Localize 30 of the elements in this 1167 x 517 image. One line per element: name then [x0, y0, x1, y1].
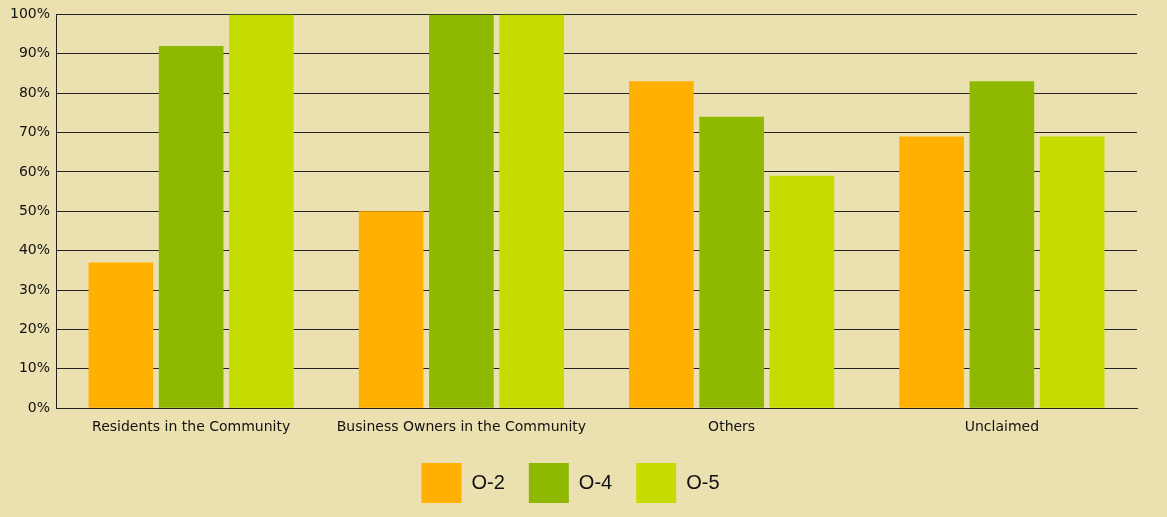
bar — [899, 136, 964, 408]
y-tick-label: 10% — [18, 359, 51, 376]
bar — [1039, 136, 1105, 408]
bar — [629, 81, 694, 408]
y-tick-label: 0% — [27, 398, 51, 415]
legend-label: O-4 — [578, 470, 613, 493]
y-tick-label: 40% — [18, 241, 51, 258]
bar — [158, 45, 224, 408]
x-tick-label: Residents in the Community — [92, 418, 291, 435]
legend-label: O-2 — [471, 470, 505, 493]
y-tick-label: 20% — [18, 320, 51, 337]
x-tick-label: Business Owners in the Community — [336, 418, 587, 435]
y-tick-label: 80% — [18, 83, 51, 100]
bar — [699, 116, 764, 408]
bar — [229, 14, 294, 408]
y-tick-label: 90% — [18, 44, 51, 61]
y-tick-label: 100% — [9, 5, 51, 22]
x-tick-label: Others — [708, 418, 756, 435]
bar — [88, 262, 154, 408]
bar — [499, 14, 564, 408]
x-tick-label: Unclaimed — [964, 418, 1040, 435]
legend-label: O-5 — [686, 470, 720, 493]
y-tick-label: 30% — [18, 280, 51, 297]
y-tick-label: 70% — [18, 123, 51, 140]
y-tick-label: 50% — [18, 201, 51, 218]
bar — [769, 175, 835, 408]
y-tick-label: 60% — [18, 162, 51, 179]
bar — [358, 211, 424, 408]
bar — [969, 81, 1035, 408]
bar — [429, 14, 494, 408]
